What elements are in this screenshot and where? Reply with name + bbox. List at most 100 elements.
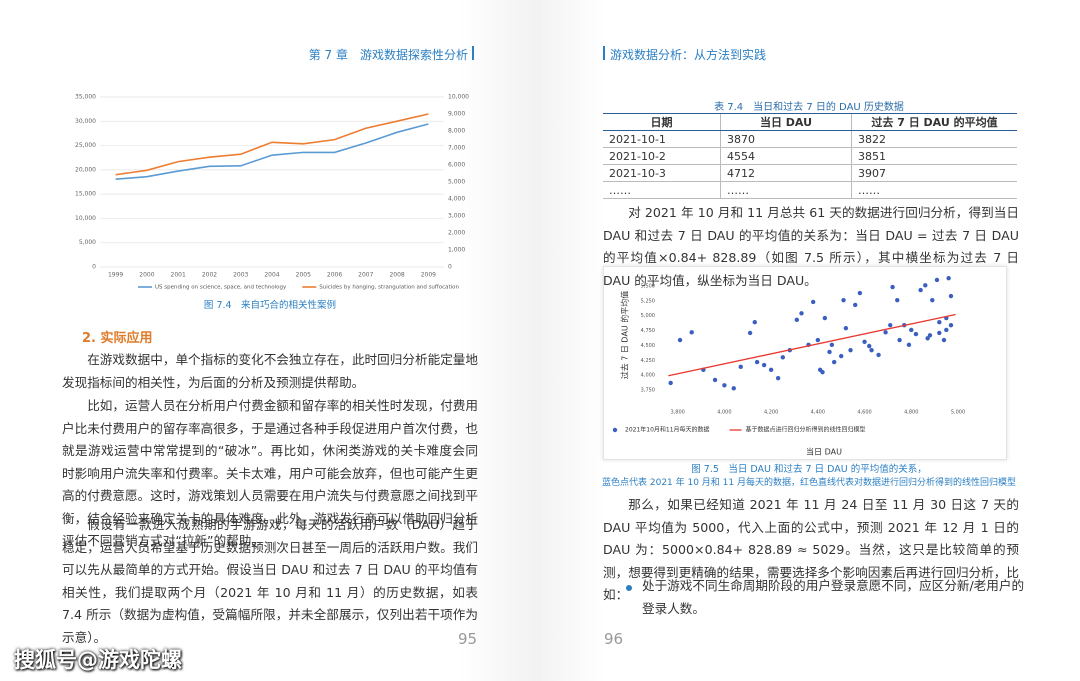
x-tick-label: 3,800 [671, 410, 685, 416]
right-page: 游戏数据分析：从方法到实践 表 7.4 当日和过去 7 日的 DAU 历史数据 … [540, 0, 1080, 681]
data-point [829, 342, 835, 348]
x-tick-label: 2001 [171, 272, 186, 279]
legend-label: 2021年10月和11月每天的数据 [625, 426, 710, 434]
header-bar [472, 46, 474, 60]
left-page: 第 7 章 游戏数据探索性分析 0 5,000 10,000 15,000 20,000… [0, 0, 540, 681]
table-row: 2021-10-2 4554 3851 [603, 147, 1017, 165]
table-cell: …… [603, 181, 721, 199]
legend-label: Suicides by hanging, strangulation and s… [319, 285, 459, 291]
paragraph: 比如，运营人员在分析用户付费金额和留存率的相关性时发现，付费用户比未付费用户的留… [62, 398, 478, 548]
data-point [948, 322, 954, 328]
table-cell: 2021-10-2 [603, 147, 721, 165]
table-cell: …… [720, 181, 852, 199]
data-point [888, 322, 893, 328]
y2-tick-label: 0 [448, 264, 452, 271]
data-point [927, 333, 933, 338]
legend-swatch [612, 427, 618, 433]
section-title: 2. 实际应用 [82, 331, 153, 346]
y2-tick-label: 2,000 [448, 230, 465, 237]
header-bar [603, 46, 605, 60]
table-cell: 3907 [851, 164, 1017, 182]
data-point [909, 327, 914, 333]
data-point [869, 347, 874, 353]
paragraph: 那么，如果已经知道 2021 年 11 月 24 日至 11 月 30 日这 7… [603, 497, 1019, 602]
data-point [862, 339, 867, 345]
y-tick-label: 20,000 [75, 166, 96, 173]
data-point [895, 297, 900, 303]
data-point [913, 331, 919, 337]
y-axis-label: 过去 7 日 DAU 的平均值 [620, 291, 630, 380]
data-point [794, 317, 800, 323]
figure-caption: 图 7.4 来自巧合的相关性案例 [203, 300, 337, 311]
data-point [897, 337, 902, 343]
data-point [857, 290, 863, 296]
table-header: 当日 DAU [720, 113, 852, 131]
data-point [944, 327, 949, 333]
data-point [822, 315, 828, 321]
watermark: 搜狐号@游戏陀螺 [14, 648, 182, 672]
x-tick-label: 4,000 [717, 410, 731, 416]
table-cell: …… [851, 181, 1017, 199]
table-cell: 2021-10-3 [603, 164, 721, 182]
table-cell: 2021-10-1 [603, 130, 721, 148]
table-cell: 3851 [851, 147, 1017, 165]
y2-tick-label: 5,000 [448, 179, 465, 186]
y2-tick-label: 4,000 [448, 196, 465, 203]
y2-tick-label: 10,000 [448, 94, 469, 101]
data-point [883, 330, 888, 335]
x-tick-label: 4,200 [764, 410, 778, 416]
legend-label: US spending on science, space, and techn… [155, 285, 287, 291]
data-point [689, 330, 694, 335]
paragraph: 假设有一款进入成熟期的手游游戏，每天的活跃用户数（DAU）趋于稳定，运营人员希望… [62, 517, 478, 645]
table-header: 过去 7 日 DAU 的平均值 [851, 113, 1017, 131]
data-point [752, 320, 757, 325]
y-tick-label: 15,000 [75, 191, 96, 198]
y-tick-label: 4,250 [641, 358, 655, 364]
figure-caption: 图 7.5 当日 DAU 和过去 7 日 DAU 的平均值的关系， [691, 464, 927, 475]
x-tick-label: 2005 [296, 272, 311, 279]
data-point [754, 359, 760, 365]
data-point [815, 337, 821, 343]
table-cell: 4554 [720, 147, 852, 165]
data-point [930, 297, 935, 303]
data-point [831, 359, 837, 365]
data-point [838, 353, 844, 359]
data-point [937, 330, 942, 336]
figure-frame [603, 266, 1007, 460]
page-number: 96 [604, 630, 624, 648]
y-tick-label: 30,000 [75, 118, 96, 125]
data-point [918, 287, 923, 293]
table-cell: 4712 [720, 164, 852, 182]
y-tick-label: 4,500 [641, 343, 655, 349]
table-row: ……………… [603, 181, 1017, 199]
data-point [937, 320, 942, 325]
table-header: 日期 [603, 113, 721, 131]
data-point [747, 330, 753, 336]
x-tick-label: 2007 [358, 272, 373, 279]
y-tick-label: 4,000 [641, 373, 655, 379]
series-line [115, 113, 429, 176]
page-number: 95 [458, 630, 478, 648]
y2-tick-label: 9,000 [448, 111, 465, 118]
y-tick-label: 5,000 [79, 239, 96, 246]
data-point [677, 337, 683, 343]
y2-tick-label: 3,000 [448, 213, 465, 220]
x-tick-label: 2000 [139, 272, 154, 279]
x-tick-label: 2002 [202, 272, 217, 279]
paragraph: 在游戏数据中，单个指标的变化不会独立存在，此时回归分析能定量地发现指标间的相关性… [62, 352, 478, 390]
data-point [934, 277, 940, 283]
data-point [890, 284, 895, 290]
y-tick-label: 25,000 [75, 142, 96, 149]
x-tick-label: 5,000 [951, 410, 965, 416]
table-cell: 3870 [720, 130, 852, 148]
data-point [768, 367, 774, 373]
table-cell: 3822 [851, 130, 1017, 148]
x-axis-label: 当日 DAU [806, 447, 842, 457]
data-point [799, 311, 804, 316]
figure-caption: 蓝色点代表 2021 年 10 月和 11 月每天的数据，红色直线代表对数据进行… [602, 478, 1016, 488]
data-point [668, 380, 673, 386]
y-tick-label: 0 [92, 264, 96, 271]
y-tick-label: 5,500 [641, 283, 655, 289]
legend-label: 基于数据点进行回归分析得到的线性回归模型 [746, 426, 866, 434]
